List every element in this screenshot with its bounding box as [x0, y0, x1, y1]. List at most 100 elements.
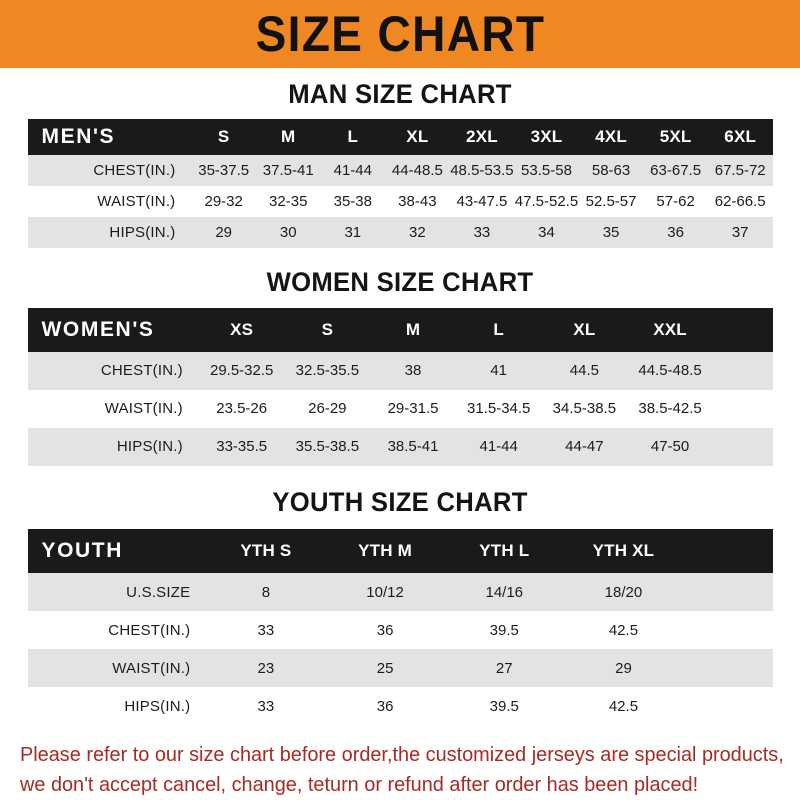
table-row: HIPS(IN.) 33-35.5 35.5-38.5 38.5-41 41-4… — [27, 427, 773, 466]
table-row: WAIST(IN.) 23.5-26 26-29 29-31.5 31.5-34… — [27, 389, 773, 428]
women-cell-1-1: 26-29 — [284, 389, 371, 428]
youth-cell-2-1: 25 — [325, 649, 445, 688]
men-row-label-2: HIPS(IN.) — [27, 217, 192, 249]
men-cell-2-3: 32 — [385, 217, 450, 249]
men-row-label-1: WAIST(IN.) — [27, 186, 192, 218]
men-table-head: MEN'S S M L XL 2XL 3XL 4XL 5XL 6XL — [27, 119, 773, 156]
youth-corner-label: YOUTH — [27, 529, 207, 574]
women-table-body: CHEST(IN.) 29.5-32.5 32.5-35.5 38 41 44.… — [27, 351, 773, 466]
youth-row-label-3: HIPS(IN.) — [27, 687, 207, 726]
youth-row-label-0: U.S.SIZE — [27, 573, 207, 612]
youth-cell-3-2: 39.5 — [444, 687, 564, 726]
youth-header-row: YOUTH YTH S YTH M YTH L YTH XL — [27, 529, 773, 574]
men-cell-0-3: 44-48.5 — [385, 155, 450, 187]
men-col-7: 5XL — [643, 119, 708, 156]
youth-cell-0-3: 18/20 — [563, 573, 684, 612]
men-cell-0-8: 67.5-72 — [707, 155, 773, 187]
men-cell-1-0: 29-32 — [191, 186, 256, 218]
women-cell-0-1: 32.5-35.5 — [284, 351, 371, 390]
youth-cell-1-1: 36 — [325, 611, 445, 650]
section-men: MAN SIZE CHART MEN'S S M L XL 2XL 3XL 4X… — [0, 79, 800, 249]
men-cell-2-7: 36 — [643, 217, 708, 249]
youth-col-3: YTH XL — [563, 529, 684, 574]
men-col-8: 6XL — [707, 119, 773, 156]
table-row: HIPS(IN.) 29 30 31 32 33 34 35 36 37 — [27, 217, 773, 249]
men-cell-2-2: 31 — [320, 217, 386, 249]
men-cell-2-1: 30 — [255, 217, 321, 249]
youth-cell-1-0: 33 — [206, 611, 326, 650]
youth-cell-2-0: 23 — [206, 649, 326, 688]
men-cell-1-4: 43-47.5 — [449, 186, 515, 218]
women-cell-2-1: 35.5-38.5 — [284, 427, 371, 466]
women-row-label-2: HIPS(IN.) — [27, 427, 199, 466]
men-table-body: CHEST(IN.) 35-37.5 37.5-41 41-44 44-48.5… — [27, 155, 773, 249]
men-cell-1-1: 32-35 — [255, 186, 321, 218]
youth-cell-1-3: 42.5 — [563, 611, 684, 650]
men-cell-1-2: 35-38 — [320, 186, 386, 218]
youth-cell-3-1: 36 — [325, 687, 445, 726]
men-cell-2-5: 34 — [514, 217, 579, 249]
women-col-0: XS — [198, 307, 285, 352]
women-table-wrapper: WOMEN'S XS S M L XL XXL CHEST(IN.) 29.5-… — [27, 307, 773, 466]
women-cell-2-5: 47-50 — [627, 427, 713, 466]
women-cell-1-3: 31.5-34.5 — [455, 389, 542, 428]
women-cell-2-4: 44-47 — [541, 427, 628, 466]
men-col-1: M — [255, 119, 321, 156]
youth-col-0: YTH S — [206, 529, 326, 574]
women-cell-1-5: 38.5-42.5 — [627, 389, 713, 428]
youth-col-1: YTH M — [325, 529, 445, 574]
men-table-wrapper: MEN'S S M L XL 2XL 3XL 4XL 5XL 6XL CHEST — [27, 119, 773, 249]
men-cell-1-3: 38-43 — [385, 186, 450, 218]
women-cell-1-2: 29-31.5 — [370, 389, 456, 428]
youth-size-table: YOUTH YTH S YTH M YTH L YTH XL U.S.SIZE … — [27, 529, 773, 726]
youth-col-2: YTH L — [444, 529, 564, 574]
table-row: CHEST(IN.) 35-37.5 37.5-41 41-44 44-48.5… — [27, 155, 773, 187]
women-size-table: WOMEN'S XS S M L XL XXL CHEST(IN.) 29.5-… — [27, 307, 773, 466]
women-col-3: L — [455, 307, 542, 352]
women-cell-0-spacer — [712, 351, 773, 390]
table-row: CHEST(IN.) 33 36 39.5 42.5 — [27, 611, 773, 650]
men-cell-2-8: 37 — [707, 217, 773, 249]
table-row: U.S.SIZE 8 10/12 14/16 18/20 — [27, 573, 773, 612]
youth-cell-3-0: 33 — [206, 687, 326, 726]
men-cell-1-6: 52.5-57 — [578, 186, 644, 218]
footer-line-2: we don't accept cancel, change, teturn o… — [20, 772, 699, 796]
men-col-5: 3XL — [514, 119, 579, 156]
youth-cell-3-spacer — [683, 687, 773, 726]
men-cell-2-6: 35 — [578, 217, 644, 249]
men-cell-2-0: 29 — [191, 217, 256, 249]
youth-cell-0-0: 8 — [206, 573, 326, 612]
table-row: HIPS(IN.) 33 36 39.5 42.5 — [27, 687, 773, 726]
men-size-table: MEN'S S M L XL 2XL 3XL 4XL 5XL 6XL CHEST — [27, 119, 773, 249]
men-col-3: XL — [385, 119, 450, 156]
women-cell-0-0: 29.5-32.5 — [198, 351, 285, 390]
women-cell-2-3: 41-44 — [455, 427, 542, 466]
spacer — [0, 108, 800, 119]
men-section-title: MAN SIZE CHART — [288, 79, 512, 110]
women-table-head: WOMEN'S XS S M L XL XXL — [27, 307, 773, 352]
youth-row-label-1: CHEST(IN.) — [27, 611, 207, 650]
youth-table-head: YOUTH YTH S YTH M YTH L YTH XL — [27, 529, 773, 574]
women-col-4: XL — [541, 307, 628, 352]
women-col-5: XXL — [627, 307, 713, 352]
page-banner: SIZE CHART — [0, 0, 800, 68]
youth-cell-0-2: 14/16 — [444, 573, 564, 612]
youth-table-body: U.S.SIZE 8 10/12 14/16 18/20 CHEST(IN.) … — [27, 573, 773, 726]
women-cell-1-4: 34.5-38.5 — [541, 389, 628, 428]
section-youth: YOUTH SIZE CHART YOUTH YTH S YTH M YTH L… — [0, 489, 800, 726]
women-col-1: S — [284, 307, 371, 352]
women-cell-2-0: 33-35.5 — [198, 427, 285, 466]
table-row: WAIST(IN.) 23 25 27 29 — [27, 649, 773, 688]
women-corner-label: WOMEN'S — [27, 307, 199, 352]
women-cell-0-2: 38 — [370, 351, 456, 390]
women-cell-1-spacer — [712, 389, 773, 428]
men-col-0: S — [191, 119, 256, 156]
spacer — [0, 466, 800, 489]
youth-table-wrapper: YOUTH YTH S YTH M YTH L YTH XL U.S.SIZE … — [27, 529, 773, 726]
women-col-spacer — [712, 307, 773, 352]
women-cell-0-4: 44.5 — [541, 351, 628, 390]
youth-cell-2-3: 29 — [563, 649, 684, 688]
women-cell-1-0: 23.5-26 — [198, 389, 285, 428]
men-cell-0-2: 41-44 — [320, 155, 386, 187]
women-header-row: WOMEN'S XS S M L XL XXL — [27, 307, 773, 352]
